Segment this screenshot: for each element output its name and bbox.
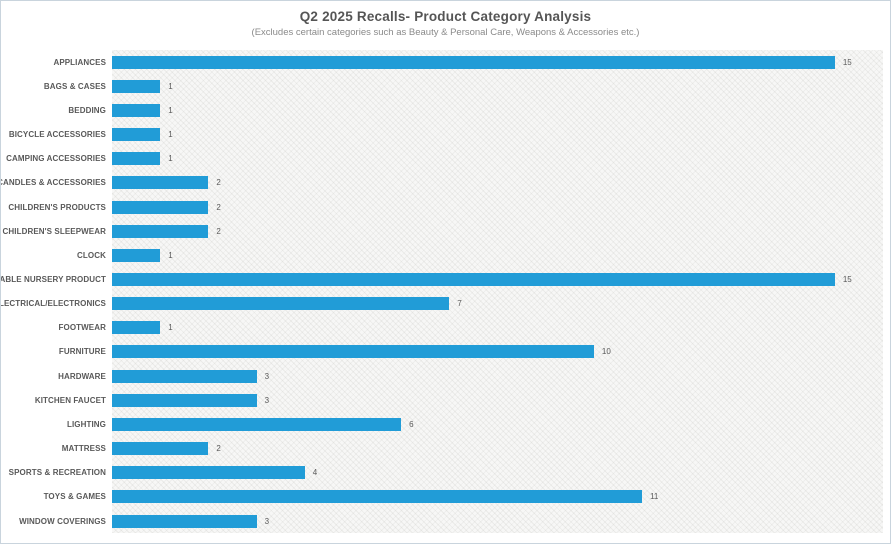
value-label: 7 bbox=[457, 299, 462, 309]
bar bbox=[112, 152, 161, 166]
bar bbox=[112, 514, 257, 528]
value-label: 2 bbox=[216, 444, 221, 454]
value-label: 3 bbox=[264, 371, 270, 381]
value-label: 2 bbox=[216, 202, 221, 212]
category-label: APPLIANCES bbox=[53, 57, 106, 67]
bar bbox=[112, 369, 257, 383]
value-label: 1 bbox=[168, 130, 173, 140]
category-label: DURABLE NURSERY PRODUCT bbox=[0, 274, 106, 284]
category-label: MATTRESS bbox=[61, 444, 106, 454]
bar bbox=[112, 442, 209, 456]
value-label: 1 bbox=[168, 105, 173, 115]
value-label: 1 bbox=[168, 154, 173, 164]
bar bbox=[112, 321, 161, 335]
value-label: 11 bbox=[650, 492, 659, 502]
plot-area: 15 1 1 1 1 2 2 2 1 15 7 1 10 3 3 6 2 4 11 3 bbox=[112, 50, 883, 533]
bar-row: 2 bbox=[112, 219, 883, 243]
category-label: SPORTS & RECREATION bbox=[8, 468, 106, 478]
bar bbox=[112, 248, 161, 262]
category-label: FOOTWEAR bbox=[58, 323, 106, 333]
bar-row: 7 bbox=[112, 292, 883, 316]
category-label: BAGS & CASES bbox=[43, 81, 106, 91]
category-label: CAMPING ACCESSORIES bbox=[6, 154, 106, 164]
bar-row: 3 bbox=[112, 388, 883, 412]
bar bbox=[112, 55, 835, 69]
category-axis: APPLIANCES BAGS & CASES BEDDING BICYCLE ACC… bbox=[1, 50, 106, 533]
category-label: BICYCLE ACCESSORIES bbox=[8, 130, 106, 140]
bar bbox=[112, 466, 305, 480]
category-label: FURNITURE bbox=[58, 347, 106, 357]
category-label: CHILDREN'S PRODUCTS bbox=[8, 202, 106, 212]
category-label: KITCHEN FAUCET bbox=[34, 395, 106, 405]
value-label: 3 bbox=[264, 516, 270, 526]
bar-row: 1 bbox=[112, 98, 883, 122]
bar-row: 15 bbox=[112, 267, 883, 291]
bar-row: 2 bbox=[112, 437, 883, 461]
bar-row: 2 bbox=[112, 195, 883, 219]
category-label: LIGHTING bbox=[66, 419, 106, 429]
category-label: CANDLES & ACCESSORIES bbox=[0, 178, 106, 188]
bar bbox=[112, 345, 594, 359]
bar-row: 1 bbox=[112, 316, 883, 340]
category-label: BEDDING bbox=[68, 105, 106, 115]
category-label: WINDOW COVERINGS bbox=[19, 516, 106, 526]
bar-row: 1 bbox=[112, 122, 883, 146]
bar-row: 15 bbox=[112, 50, 883, 74]
value-label: 1 bbox=[168, 323, 173, 333]
bar bbox=[112, 176, 209, 190]
bar bbox=[112, 297, 450, 311]
bar bbox=[112, 128, 161, 142]
bar-row: 1 bbox=[112, 243, 883, 267]
value-label: 1 bbox=[168, 250, 173, 260]
bar bbox=[112, 224, 209, 238]
bar bbox=[112, 200, 209, 214]
bar-row: 3 bbox=[112, 364, 883, 388]
value-label: 2 bbox=[216, 178, 221, 188]
bar-row: 1 bbox=[112, 74, 883, 98]
bar-row: 11 bbox=[112, 485, 883, 509]
value-label: 1 bbox=[168, 81, 173, 91]
chart-subtitle: (Excludes certain categories such as Bea… bbox=[251, 27, 640, 38]
value-label: 15 bbox=[842, 57, 852, 67]
category-label: CHILDREN'S SLEEPWEAR bbox=[2, 226, 106, 236]
category-label: TOYS & GAMES bbox=[43, 492, 106, 502]
bar bbox=[112, 393, 257, 407]
value-label: 4 bbox=[312, 468, 318, 478]
bar-row: 3 bbox=[112, 509, 883, 533]
bar-row: 10 bbox=[112, 340, 883, 364]
bar-row: 6 bbox=[112, 412, 883, 436]
value-label: 2 bbox=[216, 226, 221, 236]
bar bbox=[112, 417, 402, 431]
bar bbox=[112, 103, 161, 117]
category-label: ELECTRICAL/ELECTRONICS bbox=[0, 299, 106, 309]
value-label: 15 bbox=[842, 274, 852, 284]
bar bbox=[112, 79, 161, 93]
value-label: 3 bbox=[264, 395, 270, 405]
category-label: CLOCK bbox=[77, 250, 106, 260]
bar-row: 1 bbox=[112, 147, 883, 171]
category-label: HARDWARE bbox=[58, 371, 106, 381]
bar-row: 2 bbox=[112, 171, 883, 195]
bar-row: 4 bbox=[112, 461, 883, 485]
value-label: 10 bbox=[601, 347, 611, 357]
chart-title: Q2 2025 Recalls- Product Category Analys… bbox=[299, 9, 592, 24]
bar bbox=[112, 272, 835, 286]
bar bbox=[112, 490, 643, 504]
value-label: 6 bbox=[409, 419, 414, 429]
